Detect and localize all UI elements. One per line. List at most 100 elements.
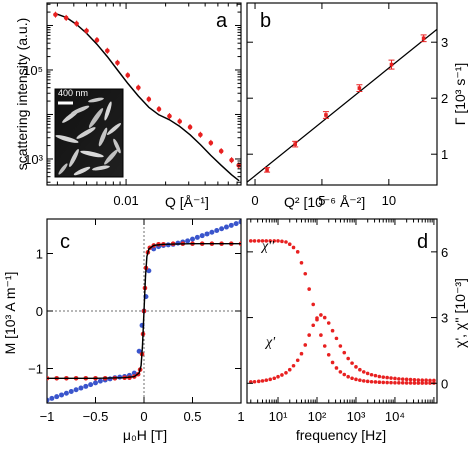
panel-d-y-tick-label: 6 [441, 245, 448, 260]
panel-c-ylabel: M [10³ A m⁻¹] [2, 272, 18, 355]
panel-d-chi-prime-point [272, 376, 277, 381]
panel-a-data-point [187, 124, 193, 130]
panel-c-blue-point [185, 238, 191, 244]
chi-double-prime-label: χ'' [260, 239, 275, 254]
panel-c-xlabel: μ₀H [T] [123, 427, 167, 443]
panel-d-chi-double-prime-point [330, 360, 335, 365]
panel-d-chi-double-prime-point [295, 250, 300, 254]
panel-d-chi-double-prime-point [412, 381, 417, 385]
panel-a-data-point [229, 157, 234, 163]
panel-c-blue-point [88, 382, 94, 388]
panel-c-blue-point [54, 394, 60, 400]
panel-c-blue-point [47, 397, 50, 403]
panel-a-data-point [146, 96, 152, 102]
panel-d-x-tick-label: 10¹ [269, 409, 288, 424]
panel-a-data-point [53, 12, 58, 17]
panel-d-chi-prime-point [330, 328, 335, 333]
panel-d-chi-double-prime-point [424, 381, 428, 385]
panel-d-axes: 10¹ 10² 10³ 10⁴ 0 3 6 [247, 219, 448, 424]
panel-b-data-point [293, 142, 297, 146]
panel-d-chi-double-prime-point [393, 380, 397, 385]
scale-bar-label: 400 nm [58, 88, 88, 98]
panel-d-chi-prime-point [315, 316, 319, 320]
panel-d-chi-prime-point [295, 358, 300, 363]
panel-b-y-tick-label: 2 [441, 91, 448, 106]
panel-d-chi-double-prime-point [377, 380, 382, 384]
panel-c-blue-point [209, 229, 215, 235]
panel-d-chi-prime-point [307, 333, 311, 337]
panel-d-chi-double-prime-point [400, 381, 405, 385]
panel-b-x-tick-label: 5 [318, 193, 325, 208]
panel-d-chi-double-prime-point [319, 333, 323, 337]
panel-d-chi-double-prime-point [252, 239, 257, 243]
panel-d-chi-prime-point [268, 377, 272, 382]
panel-a-frame [46, 2, 242, 186]
panel-c-blue-point [199, 233, 205, 239]
panel-d-chi-double-prime-point [346, 374, 350, 379]
panel-a-data-point [236, 163, 241, 168]
panel-d-chi-prime-point [264, 378, 269, 383]
panel-c-blue-point [214, 228, 220, 233]
panel-d-chi-prime-point [280, 373, 284, 377]
panel-a-data-point [125, 72, 131, 78]
panel-d-chi-double-prime-point [385, 380, 389, 385]
panel-d-chi-double-prime-point [256, 239, 261, 243]
panel-a-data-point [136, 85, 141, 90]
panel-c-blue-point [151, 246, 157, 252]
panel-b-ylabel: Γ [10³ s⁻¹] [452, 63, 468, 126]
inset-particles [55, 97, 122, 176]
panel-d-chi-double-prime-point [338, 370, 343, 374]
panel-c-blue-point [59, 392, 65, 398]
panel-d-chi-double-prime-point [369, 379, 374, 384]
panel-d-chi-double-prime-point [358, 378, 362, 383]
panel-d-chi-prime-point [322, 315, 327, 320]
panel-d-chi-double-prime-point [276, 239, 280, 243]
panel-b-data-point [324, 113, 328, 117]
panel-c-blue-point [146, 268, 152, 274]
panel-c-x-tick-label: −0.5 [83, 409, 109, 424]
panel-c-blue-point [83, 383, 89, 389]
panel-d-chi-prime-point [420, 378, 425, 383]
panel-c-blue-point [93, 380, 98, 386]
panel-d-frame [246, 218, 438, 404]
panel-d-chi-prime-point [385, 375, 389, 380]
panel-d-xlabel: frequency [Hz] [296, 427, 386, 443]
panel-b-xlabel: Q² [10⁻⁶ Å⁻²] [284, 194, 365, 210]
panel-c-blue-point [73, 387, 79, 393]
panel-d-chi-prime-point [400, 377, 405, 381]
panel-d-chi-double-prime-point [248, 239, 253, 243]
panel-d-chi-double-prime-point [361, 379, 366, 383]
panel-c-blue-point [97, 378, 103, 384]
panel-d-chi-prime-point [354, 365, 358, 369]
panel-b-x-tick-label: 0 [251, 193, 258, 208]
panel-d-x-tick-label: 10⁴ [385, 409, 405, 424]
panel-c-letter: c [60, 231, 70, 253]
panel-d-chi-double-prime-point [322, 344, 327, 348]
panel-d-chi-prime-point [397, 377, 401, 381]
panel-d-chi-prime-point [346, 356, 350, 361]
panel-d-chi-double-prime-point [389, 380, 393, 385]
panel-c-blue-point [136, 348, 142, 354]
panel-d-chi-double-prime-point [397, 381, 401, 385]
panel-a-axes: 0.01 10³ 10⁵ [23, 3, 241, 208]
panel-a-data-point [177, 119, 182, 124]
panel-d-chi-double-prime-point [291, 245, 296, 250]
panel-c-x-tick-label: 1 [237, 409, 244, 424]
panel-d-chi-double-prime-point [365, 379, 370, 384]
panel-d-chi-prime-point [416, 378, 421, 382]
panel-d-chi-double-prime-point [416, 381, 421, 385]
panel-c-blue-point [204, 231, 210, 237]
panel-d-chi-double-prime-point [260, 239, 265, 243]
panel-c-plot-area [47, 219, 241, 403]
panel-d-letter: d [417, 231, 428, 253]
panel-a-data-point [94, 37, 100, 43]
panel-c-fit-line [47, 242, 241, 380]
panel-d-chi-prime-point [350, 361, 354, 365]
panel-d-chi-prime-point [291, 363, 296, 368]
panel-d-chi-prime-point [424, 378, 428, 383]
panel-d-chi-prime-point [338, 344, 343, 348]
panel-d-chi-prime-point [404, 377, 409, 382]
panel-a-xlabel: Q [Å⁻¹] [165, 194, 209, 210]
